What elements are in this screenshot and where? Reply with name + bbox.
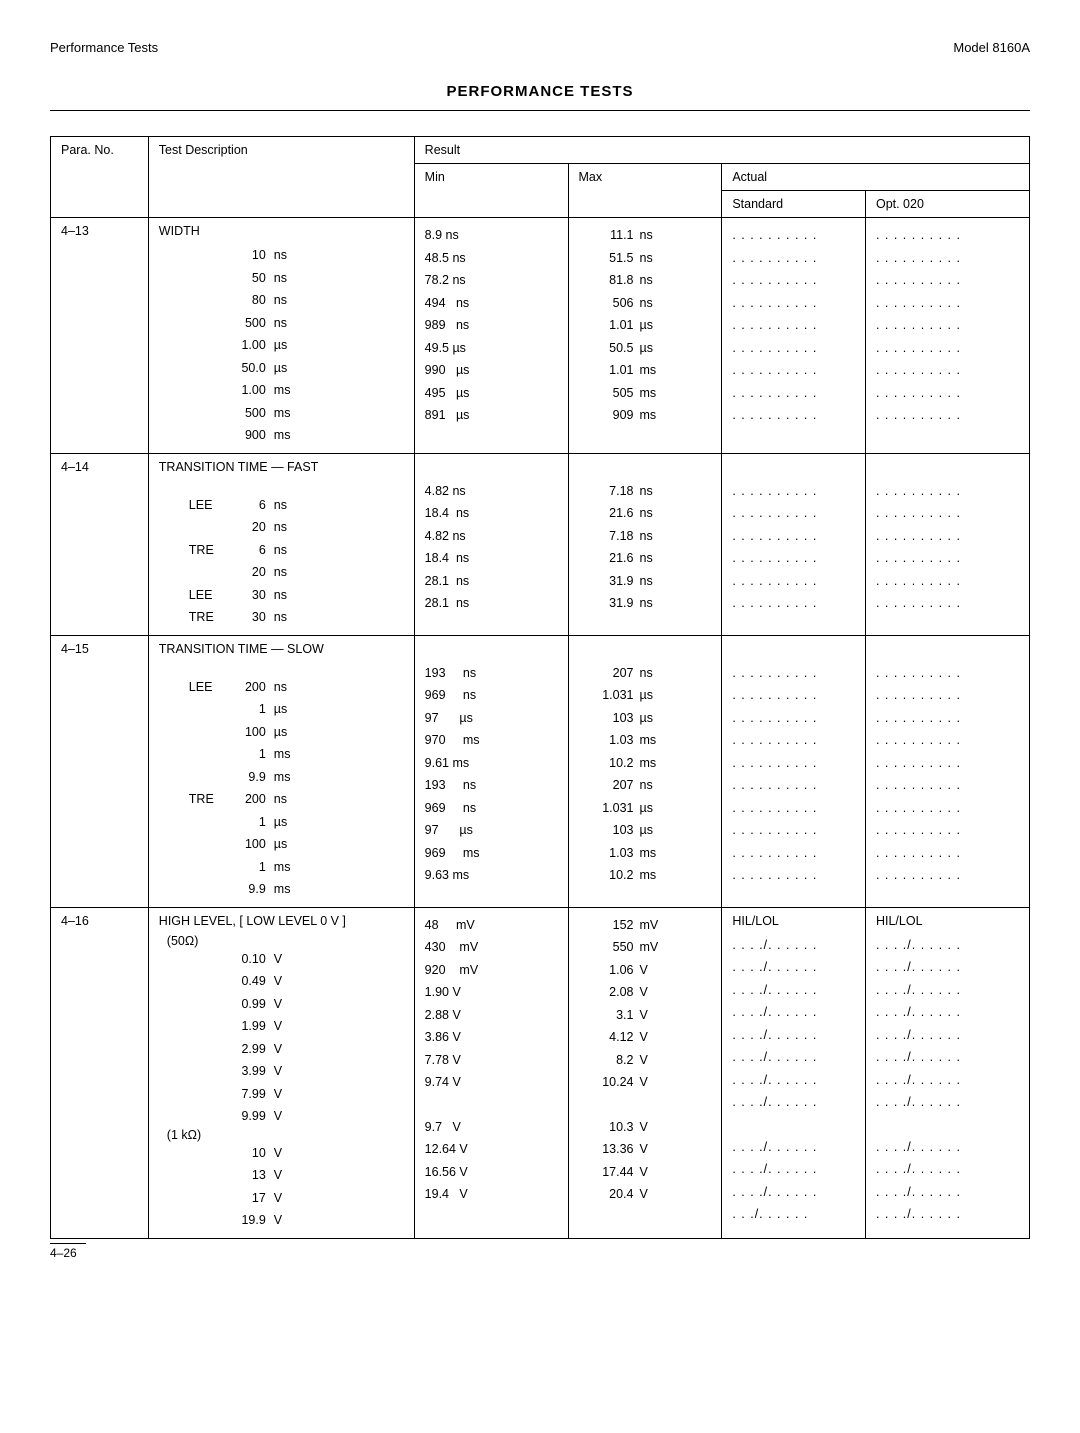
header-right: Model 8160A: [953, 40, 1030, 55]
page-title: PERFORMANCE TESTS: [50, 83, 1030, 100]
standard-col: . . . . . . . . . .. . . . . . . . . .. …: [722, 218, 866, 454]
title-divider: [50, 110, 1030, 111]
para-no: 4–16: [51, 907, 149, 1238]
col-desc-header: Test Description: [148, 137, 414, 218]
col-opt-header: Opt. 020: [865, 191, 1029, 218]
test-description: HIGH LEVEL, [ LOW LEVEL 0 V ](50Ω) 0.10 …: [148, 907, 414, 1238]
opt-col: . . . . . . . . . .. . . . . . . . . .. …: [865, 453, 1029, 635]
col-result-header: Result: [414, 137, 1029, 164]
min-col: 4.82 ns18.4 ns4.82 ns18.4 ns28.1 ns28.1 …: [414, 453, 568, 635]
opt-col: HIL/LOL. . . ./. . . . . .. . . ./. . . …: [865, 907, 1029, 1238]
table-section: 4–14 TRANSITION TIME — FAST LEE 6 ns 20 …: [51, 453, 1030, 635]
opt-col: . . . . . . . . . .. . . . . . . . . .. …: [865, 218, 1029, 454]
col-actual-header: Actual: [722, 164, 1030, 191]
header-left: Performance Tests: [50, 40, 158, 55]
para-no: 4–15: [51, 635, 149, 907]
col-min-header: Min: [414, 164, 568, 218]
page-number: 4–26: [50, 1243, 86, 1260]
table-section: 4–13 WIDTH 10 ns 50 ns 80 ns 500 ns 1.00…: [51, 218, 1030, 454]
opt-col: . . . . . . . . . .. . . . . . . . . .. …: [865, 635, 1029, 907]
col-para-header: Para. No.: [51, 137, 149, 218]
col-max-header: Max: [568, 164, 722, 218]
max-col: 11.1ns51.5ns81.8ns506ns1.01µs50.5µs1.01m…: [568, 218, 722, 454]
standard-col: . . . . . . . . . .. . . . . . . . . .. …: [722, 635, 866, 907]
para-no: 4–14: [51, 453, 149, 635]
page-header: Performance Tests Model 8160A: [50, 40, 1030, 55]
max-col: 7.18ns21.6ns7.18ns21.6ns31.9ns31.9ns: [568, 453, 722, 635]
min-col: 193 ns969 ns97 µs970 ms9.61 ms193 ns969 …: [414, 635, 568, 907]
table-section: 4–16 HIGH LEVEL, [ LOW LEVEL 0 V ](50Ω) …: [51, 907, 1030, 1238]
para-no: 4–13: [51, 218, 149, 454]
standard-col: . . . . . . . . . .. . . . . . . . . .. …: [722, 453, 866, 635]
test-description: TRANSITION TIME — FAST LEE 6 ns 20 ns TR…: [148, 453, 414, 635]
test-description: TRANSITION TIME — SLOW LEE 200 ns 1 µs 1…: [148, 635, 414, 907]
min-col: 48 mV430 mV920 mV1.90 V2.88 V3.86 V7.78 …: [414, 907, 568, 1238]
table-section: 4–15 TRANSITION TIME — SLOW LEE 200 ns 1…: [51, 635, 1030, 907]
standard-col: HIL/LOL. . . ./. . . . . .. . . ./. . . …: [722, 907, 866, 1238]
max-col: 207ns1.031µs103µs1.03ms10.2ms207ns1.031µ…: [568, 635, 722, 907]
max-col: 152mV550mV1.06V2.08V3.1V4.12V8.2V10.24V1…: [568, 907, 722, 1238]
test-description: WIDTH 10 ns 50 ns 80 ns 500 ns 1.00 µs 5…: [148, 218, 414, 454]
col-standard-header: Standard: [722, 191, 866, 218]
min-col: 8.9 ns48.5 ns78.2 ns494 ns989 ns49.5 µs9…: [414, 218, 568, 454]
performance-table: Para. No. Test Description Result Min Ma…: [50, 136, 1030, 1239]
